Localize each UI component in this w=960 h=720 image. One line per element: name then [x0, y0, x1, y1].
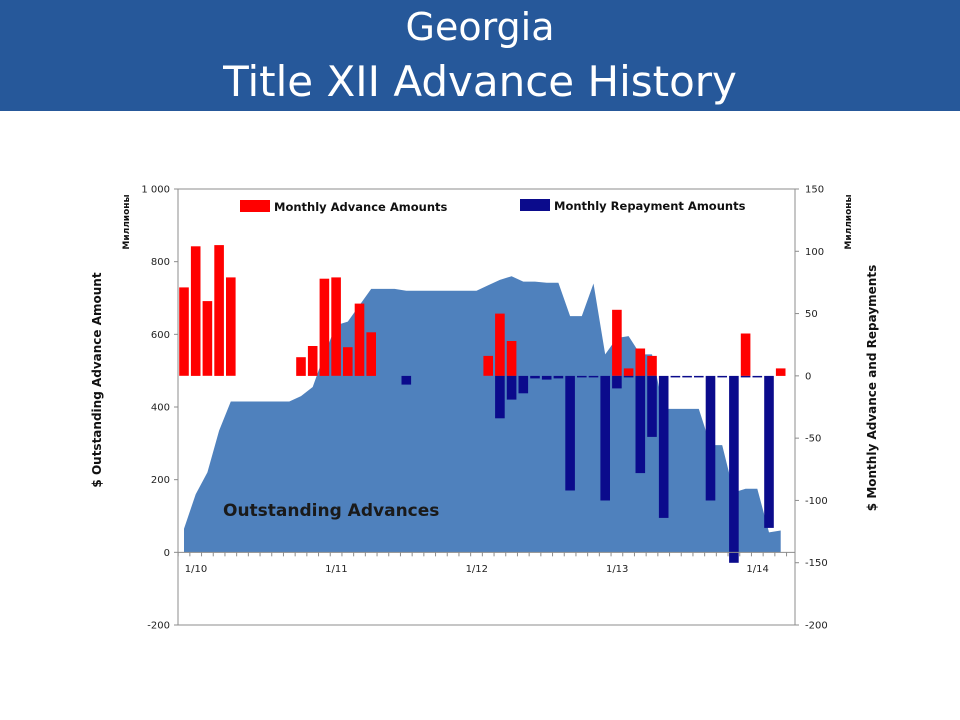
advance-bar	[495, 313, 505, 376]
advance-bar	[740, 333, 751, 376]
repayment-bar	[694, 375, 704, 378]
advance-bar	[307, 346, 318, 376]
advance-bar	[296, 357, 306, 376]
advance-bar	[366, 332, 376, 376]
advance-bar	[319, 278, 330, 376]
title-banner: Georgia Title XII Advance History	[0, 0, 960, 111]
x-tick-label: 1/10	[185, 564, 207, 575]
x-tick-label: 1/11	[325, 564, 347, 575]
legend-swatch	[240, 200, 270, 212]
repayment-bar	[577, 375, 587, 378]
repayment-bar	[495, 375, 505, 419]
left-axis-title: $ Outstanding Advance Amount	[90, 272, 104, 487]
advance-bar	[775, 368, 786, 376]
repayment-bar	[635, 375, 646, 474]
repayment-bar	[518, 375, 529, 394]
right-axis-title: $ Monthly Advance and Repayments	[865, 265, 879, 511]
advance-bar	[635, 348, 646, 376]
x-tick-label: 1/14	[746, 564, 768, 575]
advance-bar	[506, 341, 517, 376]
advance-bar	[190, 246, 201, 376]
x-tick-label: 1/13	[606, 564, 628, 575]
advance-bar	[623, 368, 634, 376]
repayment-bar	[764, 375, 774, 528]
repayment-bar	[705, 375, 716, 501]
repayment-bar	[752, 375, 763, 378]
x-tick-label: 1/12	[466, 564, 488, 575]
right-tick-label: 50	[805, 309, 818, 320]
right-tick-label: -50	[805, 434, 821, 445]
repayment-bar	[530, 375, 540, 379]
repayment-bar	[740, 375, 751, 378]
repayment-bar	[682, 375, 692, 378]
repayment-bar	[647, 375, 657, 437]
legend-swatch	[520, 199, 550, 211]
repayment-bar	[612, 375, 622, 389]
repayment-bar	[553, 375, 564, 379]
repayment-bar	[658, 375, 669, 518]
repayment-bar	[623, 375, 634, 378]
advance-bar	[354, 303, 365, 376]
right-tick-label: 100	[805, 247, 824, 258]
legend-label: Monthly Advance Amounts	[274, 200, 448, 214]
page-subtitle: Title XII Advance History	[223, 57, 737, 106]
advance-bar	[483, 355, 493, 376]
left-tick-label: 400	[151, 403, 170, 414]
right-tick-label: -100	[805, 496, 828, 507]
advance-bar	[214, 245, 224, 376]
repayment-bar	[600, 375, 610, 501]
left-axis-unit: Миллионы	[122, 194, 132, 249]
page-title: Georgia	[405, 5, 555, 49]
left-tick-label: 200	[151, 475, 170, 486]
advance-bar	[331, 277, 341, 376]
repayment-bar	[670, 375, 681, 378]
advance-bar	[226, 277, 236, 376]
repayment-bar	[565, 375, 575, 491]
legend-label: Monthly Repayment Amounts	[554, 199, 746, 213]
repayment-bar	[588, 375, 599, 378]
right-tick-label: -150	[805, 558, 828, 569]
left-tick-label: 0	[164, 548, 170, 559]
annotation-outstanding-advances: Outstanding Advances	[223, 501, 439, 521]
left-tick-label: 800	[151, 257, 170, 268]
right-tick-label: 0	[805, 371, 811, 382]
advance-bar	[647, 355, 657, 376]
right-tick-label: 150	[805, 185, 824, 196]
left-tick-label: -200	[147, 621, 170, 632]
right-axis-unit: Миллионы	[844, 194, 854, 249]
repayment-bar	[541, 375, 552, 380]
repayment-bar	[401, 375, 412, 385]
advance-bar	[179, 287, 189, 376]
left-tick-label: 1 000	[141, 185, 170, 196]
left-tick-label: 600	[151, 330, 170, 341]
advance-bar	[612, 309, 622, 376]
repayment-bar	[506, 375, 517, 400]
repayment-bar	[729, 375, 739, 563]
advance-bar	[343, 347, 353, 376]
repayment-bar	[717, 375, 727, 378]
right-tick-label: -200	[805, 621, 828, 632]
advance-bar	[202, 301, 213, 376]
